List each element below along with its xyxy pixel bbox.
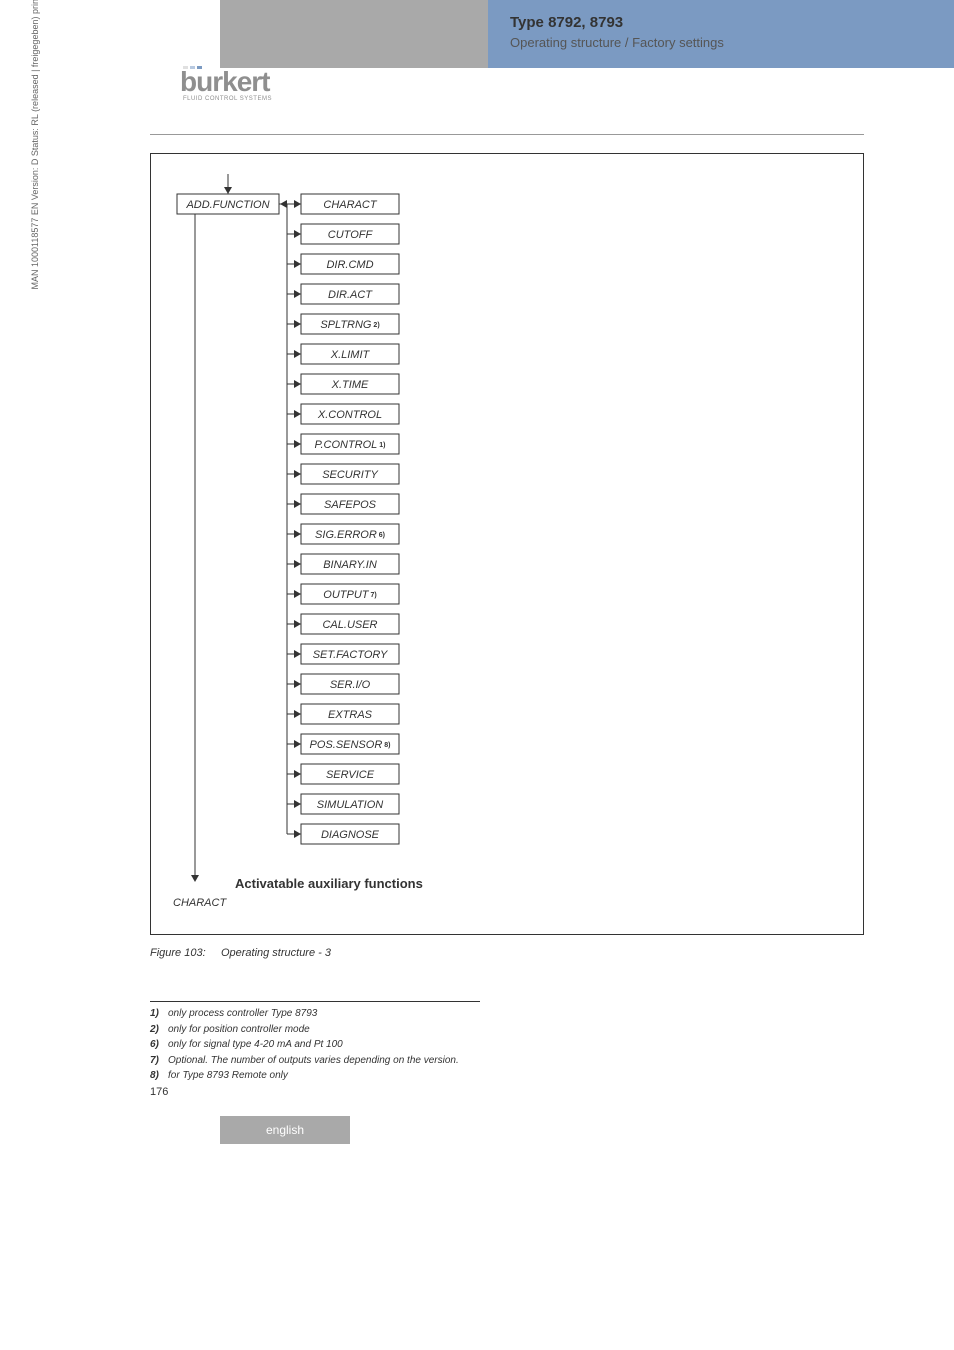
- svg-text:SIG.ERROR 6): SIG.ERROR 6): [315, 529, 385, 541]
- side-vertical-text: MAN 1000118577 EN Version: D Status: RL …: [30, 0, 40, 363]
- footnotes: 1)only process controller Type 87932)onl…: [150, 1006, 864, 1084]
- operating-structure-diagram: ADD.FUNCTION CHARACT CUTOFF DIR.CMD DIR.ACT S…: [171, 174, 831, 918]
- svg-text:POS.SENSOR 8): POS.SENSOR 8): [310, 739, 391, 751]
- svg-text:X.TIME: X.TIME: [331, 379, 369, 391]
- header-divider: [150, 134, 864, 135]
- header-gray-block: [220, 0, 488, 68]
- svg-text:CAL.USER: CAL.USER: [322, 619, 377, 631]
- svg-text:CUTOFF: CUTOFF: [328, 229, 374, 241]
- svg-text:CHARACT: CHARACT: [323, 199, 377, 211]
- svg-text:SERVICE: SERVICE: [326, 769, 375, 781]
- svg-text:SER.I/O: SER.I/O: [330, 679, 371, 691]
- footnote-row: 2)only for position controller mode: [150, 1022, 864, 1038]
- burkert-logo: burkert FLUID CONTROL SYSTEMS: [180, 66, 272, 102]
- header-blue-block: Type 8792, 8793 Operating structure / Fa…: [488, 0, 954, 68]
- svg-text:CHARACT: CHARACT: [173, 897, 227, 909]
- caption-prefix: Figure 103:: [150, 947, 206, 959]
- svg-text:X.CONTROL: X.CONTROL: [317, 409, 382, 421]
- svg-text:SPLTRNG 2): SPLTRNG 2): [320, 319, 379, 331]
- svg-text:DIR.CMD: DIR.CMD: [326, 259, 373, 271]
- logo-tagline: FLUID CONTROL SYSTEMS: [183, 96, 272, 102]
- footnote-row: 8)for Type 8793 Remote only: [150, 1068, 864, 1084]
- footnote-row: 1)only process controller Type 8793: [150, 1006, 864, 1022]
- svg-text:SECURITY: SECURITY: [322, 469, 378, 481]
- logo-zone: burkert FLUID CONTROL SYSTEMS: [0, 68, 954, 126]
- footnote-row: 7)Optional. The number of outputs varies…: [150, 1053, 864, 1069]
- svg-text:SET.FACTORY: SET.FACTORY: [313, 649, 388, 661]
- svg-text:EXTRAS: EXTRAS: [328, 709, 373, 721]
- svg-text:ADD.FUNCTION: ADD.FUNCTION: [185, 199, 269, 211]
- footer-bar: english: [0, 1116, 954, 1144]
- footnote-rule: [150, 1001, 480, 1002]
- caption-text: Operating structure - 3: [221, 947, 331, 959]
- figure-caption: Figure 103: Operating structure - 3: [150, 947, 864, 959]
- diagram-container: ADD.FUNCTION CHARACT CUTOFF DIR.CMD DIR.ACT S…: [150, 153, 864, 935]
- svg-text:SAFEPOS: SAFEPOS: [324, 499, 377, 511]
- svg-text:DIAGNOSE: DIAGNOSE: [321, 829, 380, 841]
- sub-label: Operating structure / Factory settings: [510, 35, 932, 50]
- svg-text:DIR.ACT: DIR.ACT: [328, 289, 373, 301]
- svg-text:SIMULATION: SIMULATION: [317, 799, 383, 811]
- footer-lang: english: [220, 1116, 350, 1144]
- svg-text:Activatable auxiliary function: Activatable auxiliary functions: [235, 876, 423, 891]
- svg-text:P.CONTROL 1): P.CONTROL 1): [315, 439, 386, 451]
- header-bar: Type 8792, 8793 Operating structure / Fa…: [0, 0, 954, 68]
- svg-text:X.LIMIT: X.LIMIT: [330, 349, 371, 361]
- footnote-row: 6)only for signal type 4-20 mA and Pt 10…: [150, 1037, 864, 1053]
- logo-text: burkert: [180, 69, 272, 96]
- type-label: Type 8792, 8793: [510, 14, 932, 31]
- svg-text:BINARY.IN: BINARY.IN: [323, 559, 377, 571]
- page-number: 176: [150, 1086, 864, 1098]
